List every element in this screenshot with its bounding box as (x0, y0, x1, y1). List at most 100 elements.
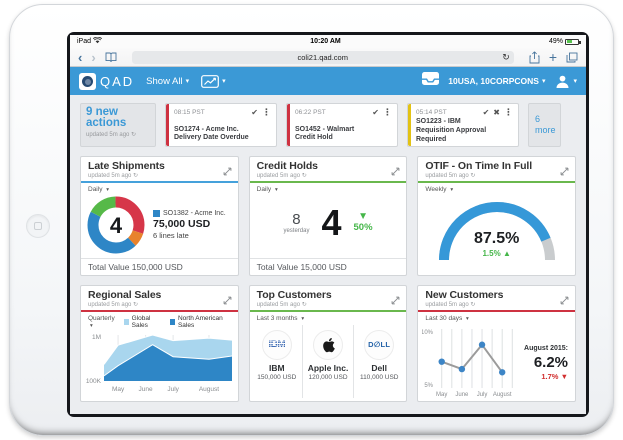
svg-text:August: August (493, 392, 512, 398)
customer-ibm[interactable]: IBM IBM 150,000 USD (252, 325, 302, 399)
period-dropdown[interactable]: Daily ▾ (88, 186, 110, 193)
more-count: 6 (535, 114, 541, 125)
action-card[interactable]: 05:14 PST ✔ ✖ ⋮ SO1223 - IBM Requisition… (407, 103, 519, 147)
action-subtitle: Delivery Date Overdue (174, 134, 249, 142)
svg-text:May: May (112, 386, 125, 393)
ipad-device-frame: iPad 10:20 AM 49% ‹ › coli21 (9, 4, 614, 436)
customer-dell[interactable]: D∅LL Dell 110,000 USD (353, 324, 404, 398)
total-value: Total Value 150,000 USD (81, 258, 238, 275)
regional-sales-area-chart: May June July August 1M 100K (86, 334, 233, 393)
expand-icon[interactable] (560, 163, 569, 181)
refresh-icon: ↻ (133, 173, 139, 179)
url-text: coli21.qad.com (297, 52, 348, 62)
svg-text:4: 4 (110, 213, 123, 238)
address-bar[interactable]: coli21.qad.com ↻ (131, 50, 514, 64)
trend-up-icon: ▲ (502, 248, 511, 258)
refresh-icon: ↻ (301, 302, 307, 308)
approve-icon[interactable]: ✔ (372, 108, 379, 117)
entity-selector[interactable]: 10USA, 10CORPCONS ▾ (448, 76, 546, 86)
new-tab-icon[interactable]: + (548, 49, 557, 65)
svg-text:1M: 1M (92, 334, 101, 341)
approve-icon[interactable]: ✔ (251, 108, 258, 117)
more-menu-icon[interactable]: ⋮ (262, 107, 271, 117)
ibm-logo-icon: IBM (261, 329, 292, 360)
svg-text:July: July (168, 386, 180, 393)
chevron-down-icon: ▾ (541, 77, 546, 85)
updated-label: updated 5m ago (86, 132, 130, 139)
forward-button[interactable]: › (91, 49, 96, 65)
customer-apple[interactable]: Apple Inc. 120,000 USD (301, 324, 353, 398)
screen: iPad 10:20 AM 49% ‹ › coli21 (70, 35, 586, 414)
bookmarks-icon[interactable] (105, 52, 117, 62)
svg-text:July: July (477, 392, 488, 398)
card-title: Regional Sales (88, 289, 162, 301)
period-dropdown[interactable]: Quarterly ▾ (88, 315, 115, 329)
delta-percent: 1.7% (541, 371, 559, 381)
expand-icon[interactable] (223, 292, 232, 310)
back-button[interactable]: ‹ (78, 49, 83, 65)
legend-swatch (153, 209, 160, 217)
expand-icon[interactable] (391, 163, 400, 181)
user-menu[interactable]: ▾ (555, 74, 577, 89)
regional-sales-card: Regional Sales updated 5m ago ↻ Quarterl… (80, 285, 239, 402)
refresh-icon: ↻ (470, 173, 476, 179)
action-card[interactable]: 06:22 PST ✔ ⋮ SO1452 - Walmart Credit Ho… (286, 103, 398, 147)
late-shipments-donut-chart: 4 (87, 196, 145, 253)
period-dropdown[interactable]: Weekly ▾ (425, 186, 454, 193)
action-subtitle: Credit Hold (295, 134, 333, 142)
refresh-icon: ↻ (133, 302, 139, 308)
previous-value: 8 (292, 211, 301, 229)
new-customers-card: New Customers updated 5m ago ↻ Last 30 d… (417, 285, 577, 402)
wifi-icon (92, 36, 103, 46)
legend-global-sales: Global Sales (124, 315, 162, 329)
expand-icon[interactable] (391, 292, 400, 310)
show-all-dropdown[interactable]: Show All ▾ (146, 75, 190, 87)
new-actions-line1: 9 new (86, 106, 118, 118)
screen-bezel: iPad 10:20 AM 49% ‹ › coli21 (67, 32, 589, 417)
qad-logo-icon[interactable] (79, 72, 96, 90)
card-title: OTIF - On Time In Full (425, 160, 533, 172)
browser-toolbar: ‹ › coli21.qad.com ↻ + (70, 48, 586, 67)
refresh-icon: ↻ (470, 302, 476, 308)
action-card[interactable]: 08:15 PST ✔ ⋮ SO1274 - Acme Inc. Deliver… (165, 103, 277, 147)
callout-value: 6.2% (533, 353, 569, 371)
charts-menu-button[interactable]: ▾ (201, 74, 226, 88)
reload-icon[interactable]: ↻ (502, 51, 510, 62)
more-actions-button[interactable]: 6 more (528, 103, 561, 147)
home-button[interactable] (26, 214, 50, 238)
refresh-icon: ↻ (301, 173, 307, 179)
severity-bar (287, 104, 290, 146)
period-dropdown[interactable]: Daily ▾ (256, 186, 278, 193)
new-actions-summary-tile[interactable]: 9 new actions updated 5m ago ↻ (80, 103, 156, 147)
tabs-icon[interactable] (566, 52, 578, 63)
expand-icon[interactable] (560, 292, 569, 310)
refresh-icon: ↻ (131, 132, 137, 139)
action-time: 06:22 PST (295, 109, 326, 116)
more-menu-icon[interactable]: ⋮ (383, 107, 392, 117)
actions-row: 9 new actions updated 5m ago ↻ 08:15 PST… (80, 103, 576, 147)
battery-percent: 49% (548, 38, 563, 45)
approve-icon[interactable]: ✔ (482, 108, 490, 117)
late-shipments-card: Late Shipments updated 5m ago ↻ Daily ▾ (80, 156, 239, 276)
share-icon[interactable] (529, 50, 540, 64)
svg-text:5%: 5% (425, 383, 434, 389)
more-label: more (535, 125, 556, 135)
top-customers-card: Top Customers updated 5m ago ↻ Last 3 mo… (248, 285, 408, 402)
card-title: Top Customers (256, 289, 332, 301)
new-actions-line2: actions (86, 117, 127, 130)
expand-icon[interactable] (223, 163, 232, 181)
more-menu-icon[interactable]: ⋮ (504, 107, 513, 117)
battery-icon (565, 38, 581, 45)
period-dropdown[interactable]: Last 30 days ▾ (425, 315, 469, 322)
credit-holds-card: Credit Holds updated 5m ago ↻ Daily ▾ (248, 156, 408, 276)
apple-logo-icon (313, 329, 343, 360)
period-dropdown[interactable]: Last 3 months ▾ (256, 315, 305, 322)
chevron-down-icon: ▾ (106, 187, 110, 193)
dismiss-icon[interactable]: ✖ (493, 108, 500, 117)
severity-bar (408, 104, 411, 146)
chevron-down-icon: ▾ (274, 187, 278, 193)
card-title: New Customers (425, 289, 504, 301)
chevron-down-icon: ▾ (450, 187, 454, 193)
inbox-icon[interactable] (421, 71, 440, 91)
brand-name: QAD (100, 73, 135, 89)
